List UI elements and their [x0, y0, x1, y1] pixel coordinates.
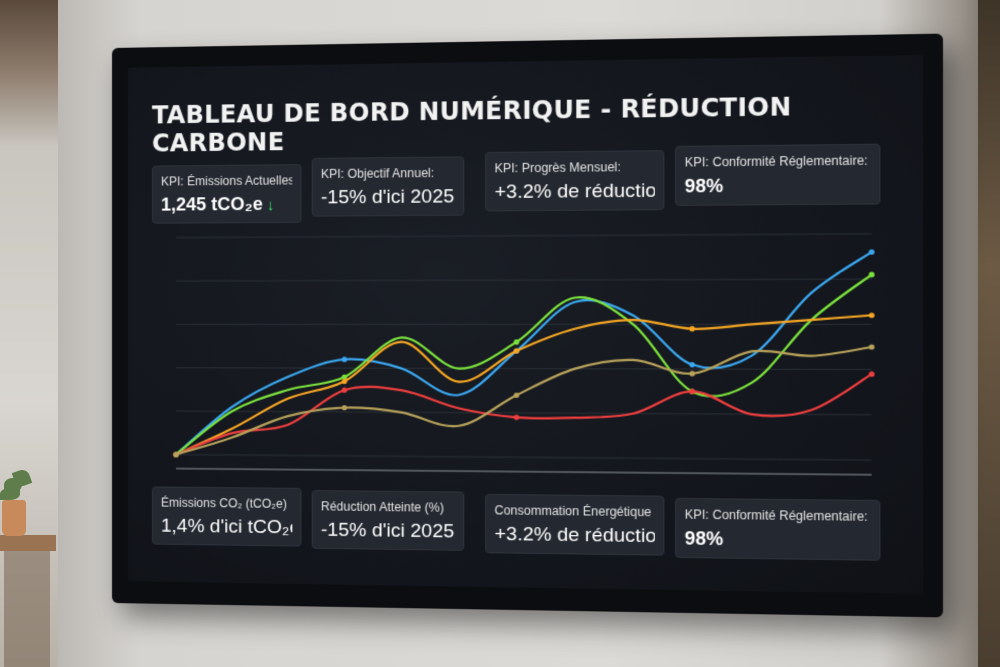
arrow-down-icon: ↓	[266, 196, 275, 214]
series-line	[176, 372, 872, 460]
plant-leaf-icon	[0, 488, 20, 500]
line-chart-svg	[168, 223, 887, 479]
gridline	[176, 455, 872, 461]
gridline	[176, 234, 872, 238]
kpi-value: +3.2% de réduction	[494, 180, 655, 204]
data-point	[341, 378, 348, 385]
kpi-label: KPI: Objectif Annuel:	[320, 165, 435, 182]
kpi-card-compliance[interactable]: KPI: Conformité Réglementaire: 98%	[675, 143, 881, 206]
data-point	[513, 392, 520, 398]
kpi-value: -15% d'ici 2025	[320, 186, 455, 209]
kpi-value: -15% d'ici 2025	[320, 519, 455, 543]
kpi-label: KPI: Progrès Mensuel:	[494, 159, 621, 176]
kpi-card-reduction-achieved[interactable]: Réduction Atteinte (%) -15% d'ici 2025	[311, 490, 465, 551]
kpi-label: KPI: Conformité Réglementaire:	[684, 507, 868, 524]
data-point	[689, 326, 695, 332]
kpi-card-annual-target[interactable]: KPI: Objectif Annuel: -15% d'ici 2025	[311, 156, 465, 217]
kpi-card-compliance-bottom[interactable]: KPI: Conformité Réglementaire: 98%	[675, 497, 881, 561]
kpi-label: KPI: Conformité Réglementaire:	[684, 153, 868, 170]
wall-monitor: TABLEAU DE BORD NUMÉRIQUE - RÉDUCTION CA…	[112, 33, 944, 618]
gridline	[176, 411, 872, 415]
plant-pot	[2, 500, 26, 536]
data-point	[173, 451, 179, 458]
data-point	[513, 339, 520, 345]
kpi-value: 1,245 tCO₂e ↓	[160, 193, 275, 215]
data-point	[513, 348, 520, 354]
kpi-card-monthly-progress[interactable]: KPI: Progrès Mensuel: +3.2% de réduction	[485, 150, 665, 212]
kpi-value: 98%	[684, 175, 724, 197]
series-line	[176, 252, 872, 460]
kpi-label: Réduction Atteinte (%)	[320, 499, 444, 515]
room-doorframe-right	[978, 0, 1000, 667]
shelf-support	[4, 551, 50, 667]
data-point	[689, 361, 695, 368]
data-point	[868, 344, 875, 350]
data-point	[341, 387, 348, 393]
kpi-card-energy-consumption[interactable]: Consommation Énergétique (l +3.2% de réd…	[485, 493, 665, 556]
kpi-value: +3.2% de réduction	[494, 523, 655, 548]
data-point	[341, 356, 348, 363]
line-chart	[168, 223, 887, 479]
data-point	[868, 249, 875, 255]
data-point	[689, 388, 695, 395]
kpi-label: KPI: Émissions Actuelles:	[160, 173, 293, 189]
kpi-card-co2-emissions[interactable]: Émissions CO₂ (tCO₂e) 1,4% d'ici tCO₂e	[151, 486, 302, 547]
x-axis	[176, 469, 872, 475]
kpi-card-current-emissions[interactable]: KPI: Émissions Actuelles: 1,245 tCO₂e ↓	[151, 164, 302, 224]
wooden-shelf	[0, 535, 56, 551]
data-point	[868, 271, 875, 278]
data-point	[513, 414, 520, 421]
series-line	[176, 275, 872, 461]
kpi-label: Consommation Énergétique (l	[494, 503, 655, 520]
data-point	[341, 405, 348, 411]
gridline	[176, 279, 872, 281]
kpi-value: 98%	[684, 527, 724, 550]
data-point	[868, 371, 875, 377]
data-point	[868, 312, 875, 319]
data-point	[689, 370, 695, 377]
kpi-label: Émissions CO₂ (tCO₂e)	[160, 495, 287, 512]
dashboard-screen: TABLEAU DE BORD NUMÉRIQUE - RÉDUCTION CA…	[127, 54, 924, 594]
kpi-value: 1,4% d'ici tCO₂e	[160, 515, 293, 539]
